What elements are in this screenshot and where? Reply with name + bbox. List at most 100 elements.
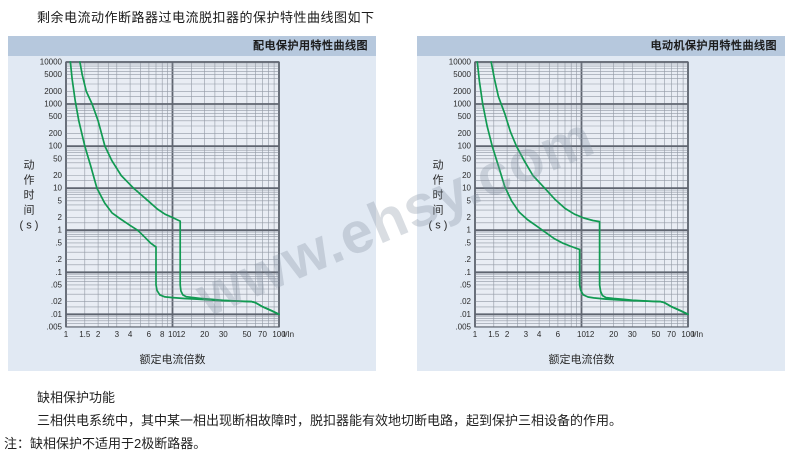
x-tick-label: 6 <box>556 330 561 339</box>
x-tick-label: 1.5 <box>488 330 500 339</box>
y-axis-title-char: 作 <box>24 174 35 187</box>
x-tick-label: 10 <box>168 330 177 339</box>
footer-heading: 缺相保护功能 <box>37 390 116 405</box>
x-axis-title: 额定电流倍数 <box>140 352 206 366</box>
y-tick-label: .05 <box>460 280 472 289</box>
page-title: 剩余电流动作断路器过电流脱扣器的保护特性曲线图如下 <box>37 10 375 25</box>
protection-curve-plot: 10000500020001000500200100502010521.5.2.… <box>20 58 295 367</box>
panel-title: 配电保护用特性曲线图 <box>253 40 368 52</box>
y-tick-label: .2 <box>55 255 62 264</box>
y-tick-label: .005 <box>46 323 62 332</box>
x-tick-label: 8 <box>160 330 165 339</box>
y-tick-label: 100 <box>458 142 472 151</box>
y-axis-title-char: 作 <box>433 174 444 187</box>
x-tick-label: 3 <box>524 330 529 339</box>
x-tick-label: 1 <box>64 330 69 339</box>
y-tick-label: 100 <box>49 142 63 151</box>
y-tick-label: 2000 <box>453 87 471 96</box>
x-tick-label: 70 <box>258 330 267 339</box>
y-tick-label: 500 <box>458 112 472 121</box>
x-tick-label: 20 <box>609 330 618 339</box>
slow-trip-curve <box>490 61 689 316</box>
panel-header: 电动机保护用特性曲线图 <box>417 36 785 56</box>
x-tick-label: 4 <box>537 330 542 339</box>
y-tick-label: .01 <box>51 310 63 319</box>
y-tick-label: 1 <box>58 226 63 235</box>
y-tick-label: .01 <box>460 310 472 319</box>
y-tick-label: 5000 <box>453 70 471 79</box>
x-tick-label: 3 <box>115 330 120 339</box>
x-tick-label: 4 <box>128 330 133 339</box>
y-tick-label: 10 <box>462 184 471 193</box>
x-tick-label: 12 <box>585 330 594 339</box>
y-tick-label: 20 <box>53 171 62 180</box>
y-tick-label: 1000 <box>44 100 62 109</box>
x-tick-label: 1 <box>473 330 478 339</box>
x-tick-label: 100 <box>681 330 695 339</box>
y-axis-title-char: 间 <box>24 204 35 217</box>
chart-motor-protection: 10000 5000 2000 1000 500 200 100 50 20 10 5 2 1.5.2.… <box>417 56 785 371</box>
y-tick-label: 20 <box>462 171 471 180</box>
y-tick-label: 50 <box>462 154 471 163</box>
x-tick-label: 30 <box>219 330 228 339</box>
x-tick-label: 12 <box>176 330 185 339</box>
y-tick-label: .005 <box>455 323 471 332</box>
panel-header: 配电保护用特性曲线图 <box>8 36 376 56</box>
plot-border <box>474 61 689 328</box>
y-tick-label: .02 <box>460 297 472 306</box>
y-axis-title-char: ( s ) <box>20 220 39 232</box>
x-tick-label: 50 <box>242 330 251 339</box>
y-axis-title-char: 时 <box>433 189 444 202</box>
y-tick-label: 2000 <box>44 87 62 96</box>
y-tick-label: 500 <box>49 112 63 121</box>
footer-note: 注：缺相保护不适用于2极断路器。 <box>4 436 207 451</box>
chart-distribution-protection: 10000 5000 2000 1000 500 200 100 50 20 10 5 2 1.5.2.… <box>8 56 376 371</box>
slow-trip-curve <box>79 61 280 316</box>
x-tick-label: 6 <box>147 330 152 339</box>
y-tick-label: 200 <box>49 129 63 138</box>
x-tick-label: 2 <box>96 330 101 339</box>
x-tick-label: 2 <box>505 330 510 339</box>
y-tick-label: 5000 <box>44 70 62 79</box>
y-tick-label: 5 <box>467 196 472 205</box>
y-tick-label: .05 <box>51 280 63 289</box>
x-tick-label: 20 <box>200 330 209 339</box>
x-tick-label: 1.5 <box>79 330 91 339</box>
y-axis-title-char: 间 <box>433 204 444 217</box>
y-tick-label: .5 <box>464 238 471 247</box>
footer-body: 三相供电系统中，其中某一相出现断相故障时，脱扣器能有效地切断电路，起到保护三相设… <box>37 413 623 428</box>
chart-panel-motor: 电动机保护用特性曲线图 10000 5000 2000 1000 500 200 100 50… <box>417 36 785 371</box>
y-axis-title-char: 时 <box>24 189 35 202</box>
x-tick-label: 70 <box>667 330 676 339</box>
x-tick-label: 10 <box>577 330 586 339</box>
y-tick-label: .2 <box>464 255 471 264</box>
y-tick-label: 10000 <box>40 58 63 67</box>
y-axis-title-char: ( s ) <box>429 220 448 232</box>
y-tick-label: 50 <box>53 154 62 163</box>
y-tick-label: .1 <box>464 268 471 277</box>
y-axis-title-char: 动 <box>24 159 35 172</box>
y-tick-label: .5 <box>55 238 62 247</box>
x-axis-unit: I/In <box>283 330 294 339</box>
y-tick-label: 10 <box>53 184 62 193</box>
y-tick-label: 2 <box>467 213 472 222</box>
y-tick-label: .02 <box>51 297 63 306</box>
x-tick-label: 30 <box>628 330 637 339</box>
plot-border <box>65 61 280 328</box>
y-tick-label: 10000 <box>449 58 472 67</box>
x-tick-label: 100 <box>272 330 286 339</box>
x-axis-unit: I/In <box>692 330 703 339</box>
x-tick-label: 50 <box>651 330 660 339</box>
chart-panel-distribution: 配电保护用特性曲线图 10000 5000 2000 1000 500 200 100 50 2… <box>8 36 376 371</box>
y-tick-label: 200 <box>458 129 472 138</box>
x-axis-title: 额定电流倍数 <box>549 352 615 366</box>
y-tick-label: 2 <box>58 213 63 222</box>
panel-title: 电动机保护用特性曲线图 <box>650 40 777 52</box>
y-tick-label: 1 <box>467 226 472 235</box>
y-tick-label: 5 <box>58 196 63 205</box>
y-tick-label: .1 <box>55 268 62 277</box>
y-axis-title-char: 动 <box>433 159 444 172</box>
protection-curve-plot: 10000500020001000500200100502010521.5.2.… <box>429 58 704 367</box>
y-tick-label: 1000 <box>453 100 471 109</box>
